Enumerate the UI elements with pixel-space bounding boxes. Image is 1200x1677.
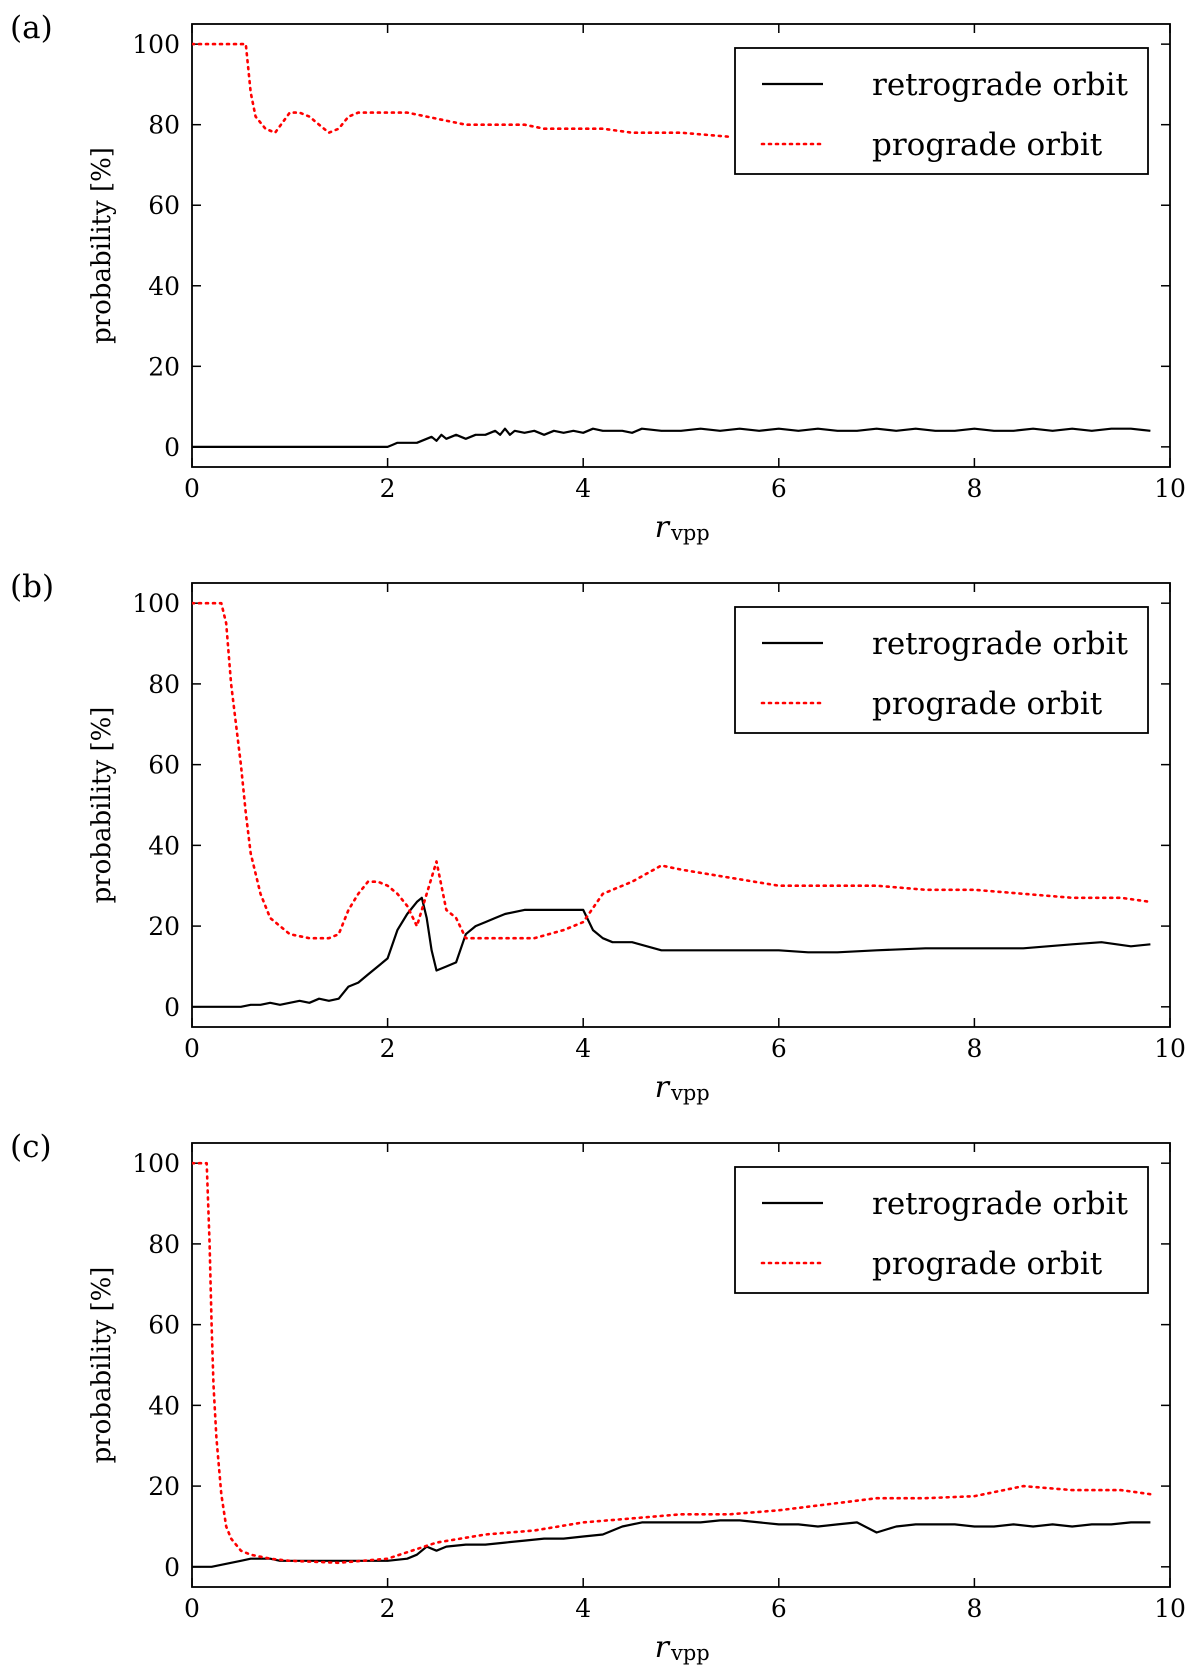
y-tick-label: 40 bbox=[148, 1391, 180, 1420]
x-axis-label-subscript: vpp bbox=[670, 1081, 710, 1105]
x-tick-label: 4 bbox=[575, 1594, 591, 1623]
x-tick-label: 6 bbox=[771, 1594, 787, 1623]
panel-label: (b) bbox=[10, 569, 54, 605]
plot-frame bbox=[191, 1142, 1171, 1588]
x-tick-label: 2 bbox=[380, 474, 396, 503]
y-tick-label: 20 bbox=[148, 352, 180, 381]
legend-entry: prograde orbit bbox=[872, 127, 1103, 163]
legend-entry: prograde orbit bbox=[872, 1246, 1103, 1282]
x-tick-label: 4 bbox=[575, 474, 591, 503]
x-axis-label-subscript: vpp bbox=[670, 521, 710, 545]
y-tick-label: 60 bbox=[148, 191, 180, 220]
series-group bbox=[192, 42, 1151, 448]
legend-box bbox=[734, 606, 1149, 734]
x-tick-label: 8 bbox=[966, 474, 982, 503]
legend-entry: retrograde orbit bbox=[872, 67, 1129, 103]
plot-frame bbox=[191, 23, 1171, 468]
x-tick-label: 10 bbox=[1154, 1034, 1186, 1063]
y-tick-label: 0 bbox=[164, 993, 180, 1022]
x-tick-label: 0 bbox=[184, 1034, 200, 1063]
x-tick-label: 10 bbox=[1154, 474, 1186, 503]
plot-frame bbox=[191, 582, 1171, 1028]
x-tick-label: 6 bbox=[771, 1034, 787, 1063]
y-tick-label: 100 bbox=[132, 589, 180, 618]
y-tick-label: 20 bbox=[148, 912, 180, 941]
legend-box bbox=[734, 47, 1149, 175]
y-tick-label: 0 bbox=[164, 1553, 180, 1582]
panel-label: (a) bbox=[10, 10, 53, 46]
y-axis-label: probability [%] bbox=[87, 1267, 117, 1464]
series-line-prograde bbox=[192, 601, 1152, 940]
x-tick-label: 8 bbox=[966, 1594, 982, 1623]
x-axis-label: r bbox=[655, 1630, 671, 1665]
x-tick-label: 6 bbox=[771, 474, 787, 503]
legend-entry: retrograde orbit bbox=[872, 626, 1129, 662]
legend-entry: retrograde orbit bbox=[872, 1186, 1129, 1222]
legend-entry: prograde orbit bbox=[872, 686, 1103, 722]
panel-label: (c) bbox=[10, 1129, 52, 1165]
y-tick-label: 60 bbox=[148, 751, 180, 780]
x-tick-label: 2 bbox=[380, 1594, 396, 1623]
x-axis-label-subscript: vpp bbox=[670, 1641, 710, 1665]
x-tick-label: 8 bbox=[966, 1034, 982, 1063]
series-group bbox=[192, 601, 1152, 1008]
y-tick-label: 80 bbox=[148, 1230, 180, 1259]
legend-box bbox=[734, 1166, 1149, 1294]
x-tick-label: 0 bbox=[184, 474, 200, 503]
x-tick-label: 10 bbox=[1154, 1594, 1186, 1623]
series-line-retrograde bbox=[192, 427, 1151, 448]
x-tick-label: 2 bbox=[380, 1034, 396, 1063]
y-tick-label: 60 bbox=[148, 1311, 180, 1340]
series-line-prograde bbox=[192, 42, 732, 139]
y-tick-label: 0 bbox=[164, 433, 180, 462]
y-axis-label: probability [%] bbox=[87, 707, 117, 904]
x-tick-label: 0 bbox=[184, 1594, 200, 1623]
y-tick-label: 40 bbox=[148, 831, 180, 860]
series-line-retrograde bbox=[192, 1519, 1151, 1568]
y-tick-label: 80 bbox=[148, 111, 180, 140]
y-tick-label: 20 bbox=[148, 1472, 180, 1501]
y-tick-label: 80 bbox=[148, 670, 180, 699]
series-line-prograde bbox=[192, 1161, 1152, 1565]
y-tick-label: 40 bbox=[148, 272, 180, 301]
series-line-retrograde bbox=[192, 896, 1151, 1008]
y-axis-label: probability [%] bbox=[87, 147, 117, 344]
y-tick-label: 100 bbox=[132, 30, 180, 59]
x-tick-label: 4 bbox=[575, 1034, 591, 1063]
y-tick-label: 100 bbox=[132, 1149, 180, 1178]
x-axis-label: r bbox=[655, 1070, 671, 1105]
series-group bbox=[192, 1161, 1152, 1568]
x-axis-label: r bbox=[655, 510, 671, 545]
